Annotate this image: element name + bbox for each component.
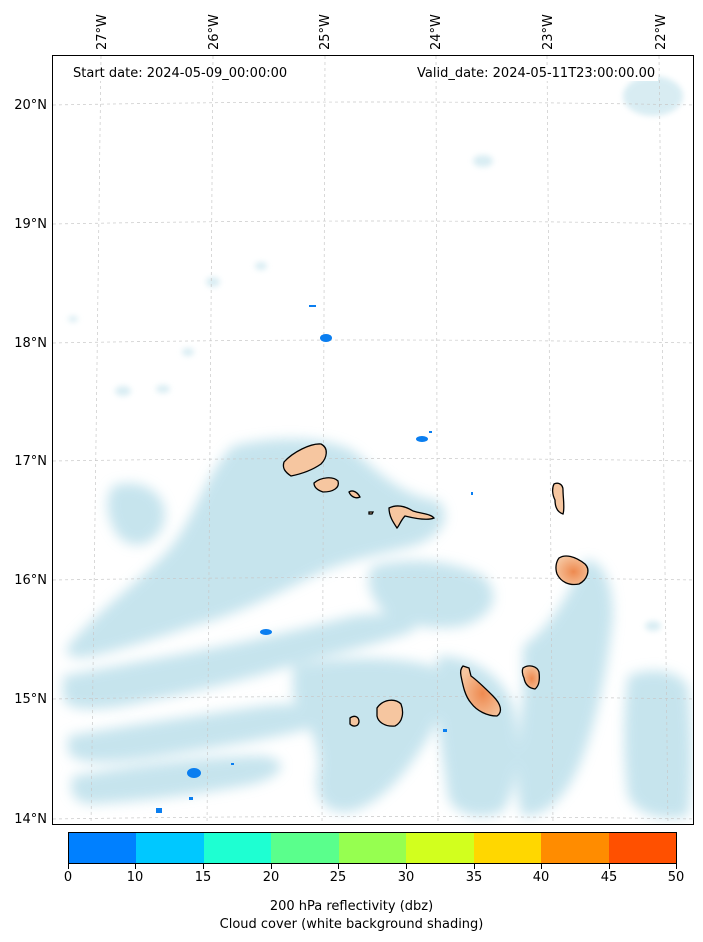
colorbar-tick-label: 40 (532, 870, 550, 885)
lat-label-16n: 16°N (14, 573, 47, 588)
island-raso (368, 511, 375, 515)
colorbar-segment-45-50 (608, 833, 676, 863)
lon-label-22w: 22°W (654, 14, 669, 50)
colorbar-tick (609, 864, 610, 869)
colorbar-tick-label: 35 (465, 870, 483, 885)
colorbar-segment-20-25 (271, 833, 339, 863)
lat-label-20n: 20°N (14, 98, 47, 113)
island-santiago (459, 665, 502, 717)
island-boa-vista (555, 555, 589, 586)
lon-label-25w: 25°W (318, 14, 333, 50)
colorbar-tick-label: 45 (600, 870, 618, 885)
lon-label-26w: 26°W (207, 14, 222, 50)
island-santa-luzia (348, 490, 361, 499)
map-frame (52, 55, 694, 825)
lat-label-18n: 18°N (14, 336, 47, 351)
colorbar-tick-label: 20 (262, 870, 280, 885)
colorbar-tick (203, 864, 204, 869)
colorbar-tick (68, 864, 69, 869)
cloud-cover-caption: Cloud cover (white background shading) (219, 917, 484, 932)
cloud-wisps (68, 76, 683, 631)
island-sal (551, 482, 565, 515)
colorbar-tick-label: 50 (667, 870, 685, 885)
valid-date-label: Valid_date: 2024-05-11T23:00:00.00 (414, 66, 659, 81)
cloud-cover (63, 439, 692, 818)
colorbar-tick (676, 864, 677, 869)
colorbar (68, 832, 677, 864)
colorbar-tick (135, 864, 136, 869)
island-maio (521, 665, 541, 690)
lon-label-23w: 23°W (541, 14, 556, 50)
island-brava (349, 715, 360, 727)
graticule (53, 56, 693, 824)
lat-label-15n: 15°N (14, 692, 47, 707)
colorbar-tick-label: 10 (126, 870, 144, 885)
colorbar-segment-10-15 (136, 833, 204, 863)
colorbar-tick-label: 15 (194, 870, 212, 885)
colorbar-tick (406, 864, 407, 869)
lon-label-27w: 27°W (95, 14, 110, 50)
colorbar-tick (541, 864, 542, 869)
colorbar-segment-40-45 (541, 833, 609, 863)
island-sao-nicolau (388, 505, 436, 530)
colorbar-segment-35-40 (473, 833, 542, 863)
colorbar-tick-label: 25 (329, 870, 347, 885)
map-canvas (53, 56, 693, 824)
colorbar-tick-label: 0 (63, 870, 73, 885)
reflectivity-echoes (156, 305, 473, 813)
start-date-label: Start date: 2024-05-09_00:00:00 (70, 66, 291, 81)
islands (282, 443, 589, 727)
lat-label-17n: 17°N (14, 454, 47, 469)
colorbar-segment-25-30 (338, 833, 407, 863)
colorbar-tick (271, 864, 272, 869)
lat-label-14n: 14°N (14, 812, 47, 827)
lat-label-19n: 19°N (14, 217, 47, 232)
colorbar-tick-label: 30 (397, 870, 415, 885)
island-fogo (376, 699, 404, 727)
colorbar-segment-0-10 (69, 833, 137, 863)
colorbar-segment-30-35 (406, 833, 474, 863)
island-santo-antao (282, 443, 327, 477)
island-sao-vicente (313, 477, 339, 493)
colorbar-title: 200 hPa reflectivity (dbz) (269, 899, 434, 914)
colorbar-tick (474, 864, 475, 869)
colorbar-tick (338, 864, 339, 869)
colorbar-segment-15-20 (203, 833, 272, 863)
lon-label-24w: 24°W (429, 14, 444, 50)
